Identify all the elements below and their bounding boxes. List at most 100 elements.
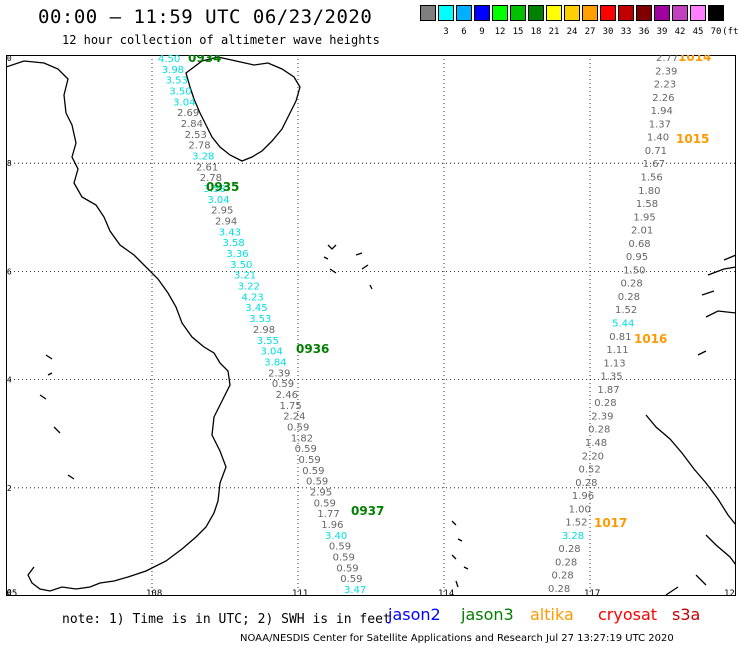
pass-time-label: 1016: [634, 332, 667, 346]
wave-height-value: 3.50: [230, 260, 252, 271]
legend-label: 33: [620, 27, 632, 37]
legend-swatch: [438, 5, 454, 21]
spratly-islands: [451, 520, 469, 588]
wave-height-value: 1.52: [565, 518, 587, 529]
wave-height-value: 0.28: [551, 571, 573, 582]
legend-swatch: [510, 5, 526, 21]
legend-label: 70: [710, 27, 722, 37]
satellite-name: jason2: [388, 605, 441, 624]
wave-height-value: 3.47: [344, 585, 366, 596]
legend-swatch: [600, 5, 616, 21]
wave-height-value: 0.68: [628, 239, 650, 250]
wave-height-value: 1.82: [291, 433, 313, 444]
wave-height-value: 3.21: [234, 271, 256, 282]
wave-height-value: 1.96: [572, 491, 594, 502]
legend-swatch: [456, 5, 472, 21]
hainan-coastline: [185, 56, 301, 162]
wave-height-value: 2.94: [215, 217, 237, 228]
pass-time-label: 1017: [594, 516, 627, 530]
map-frame: [6, 55, 736, 596]
wave-height-value: 2.98: [253, 325, 275, 336]
wave-height-value: 1.75: [279, 401, 301, 412]
legend-swatch: [708, 5, 724, 21]
legend-swatch: [492, 5, 508, 21]
wave-height-value: 0.59: [336, 563, 358, 574]
paracel-islands: [323, 244, 373, 290]
legend-label: 15: [512, 27, 524, 37]
wave-height-value: 1.35: [600, 372, 622, 383]
wave-height-value: 2.24: [283, 412, 305, 423]
wave-height-value: 0.52: [578, 465, 600, 476]
wave-height-value: 3.04: [173, 97, 195, 108]
wave-height-value: 0.28: [588, 425, 610, 436]
palawan-coastline: [645, 414, 736, 596]
wave-height-value: 2.23: [654, 80, 676, 91]
legend-swatch: [564, 5, 580, 21]
wave-height-value: 2.95: [211, 206, 233, 217]
wave-height-value: 1.13: [603, 358, 625, 369]
wave-height-value: 3.58: [223, 238, 245, 249]
wave-height-value: 3.84: [264, 357, 286, 368]
wave-height-value: 3.22: [238, 282, 260, 293]
wave-height-value: 3.28: [562, 531, 584, 542]
page-title: 00:00 – 11:59 UTC 06/23/2020: [38, 6, 373, 28]
wave-height-value: 0.28: [618, 292, 640, 303]
wave-height-value: 0.95: [626, 252, 648, 263]
wave-height-value: 3.28: [192, 152, 214, 163]
wave-height-value: 0.59: [306, 477, 328, 488]
wave-height-value: 5.44: [612, 319, 634, 330]
wave-height-value: 3.43: [219, 227, 241, 238]
wave-height-value: 0.28: [594, 398, 616, 409]
wave-height-value: 2.39: [591, 411, 613, 422]
wave-height-value: 3.98: [162, 65, 184, 76]
wave-height-value: 0.28: [555, 557, 577, 568]
wave-height-value: 2.84: [181, 119, 203, 130]
wave-height-value: 2.20: [582, 451, 604, 462]
wave-height-value: 0.59: [333, 552, 355, 563]
wave-height-value: 3.53: [166, 76, 188, 87]
vietnam-coastline: [6, 60, 231, 592]
lon-tick-label: 105: [6, 589, 17, 596]
wave-height-value: 2.39: [655, 66, 677, 77]
wave-height-value: 1.52: [615, 305, 637, 316]
wave-height-value: 3.55: [257, 336, 279, 347]
legend-label: 36: [638, 27, 650, 37]
graticule: [6, 55, 736, 596]
wave-height-value: 4.50: [158, 55, 180, 65]
wave-height-value: 2.53: [185, 130, 207, 141]
pass-time-label: 1014: [678, 55, 711, 64]
wave-height-value: 1.50: [623, 265, 645, 276]
legend-swatch: [636, 5, 652, 21]
legend-swatch: [528, 5, 544, 21]
wave-height-value: 2.78: [188, 141, 210, 152]
wave-height-value: 0.59: [340, 574, 362, 585]
legend-swatch: [672, 5, 688, 21]
pass-time-label: 1015: [676, 132, 709, 146]
wave-height-value: 0.71: [645, 146, 667, 157]
legend-label: 21: [548, 27, 560, 37]
wave-height-value: 0.59: [329, 542, 351, 553]
pass-time-label: 0934: [188, 55, 221, 65]
legend-label: 18: [530, 27, 542, 37]
satellite-name: s3a: [672, 605, 701, 624]
legend-label: 24: [566, 27, 578, 37]
legend-swatch: [582, 5, 598, 21]
coastline: [6, 56, 736, 596]
legend-label: 3: [443, 27, 449, 37]
wave-height-value: 2.46: [276, 390, 298, 401]
pass-time-label: 0936: [296, 342, 329, 356]
wave-height-value: 0.28: [620, 279, 642, 290]
lon-tick-label: 117: [584, 589, 600, 596]
wave-height-value: 1.96: [321, 520, 343, 531]
pass-time-label: 0935: [206, 180, 239, 194]
lat-tick-label: 12: [6, 484, 12, 493]
legend-unit: (ft): [722, 27, 740, 37]
legend-label: 30: [602, 27, 614, 37]
west-coast-detail: [39, 354, 75, 480]
lat-tick-label: 10: [6, 588, 12, 596]
wave-height-value: 1.80: [638, 186, 660, 197]
wave-height-value: 0.59: [298, 455, 320, 466]
wave-height-value: 3.04: [260, 347, 282, 358]
legend-swatch: [420, 5, 436, 21]
wave-height-tracks: 4.503.983.533.503.042.692.842.532.783.28…: [158, 55, 711, 596]
